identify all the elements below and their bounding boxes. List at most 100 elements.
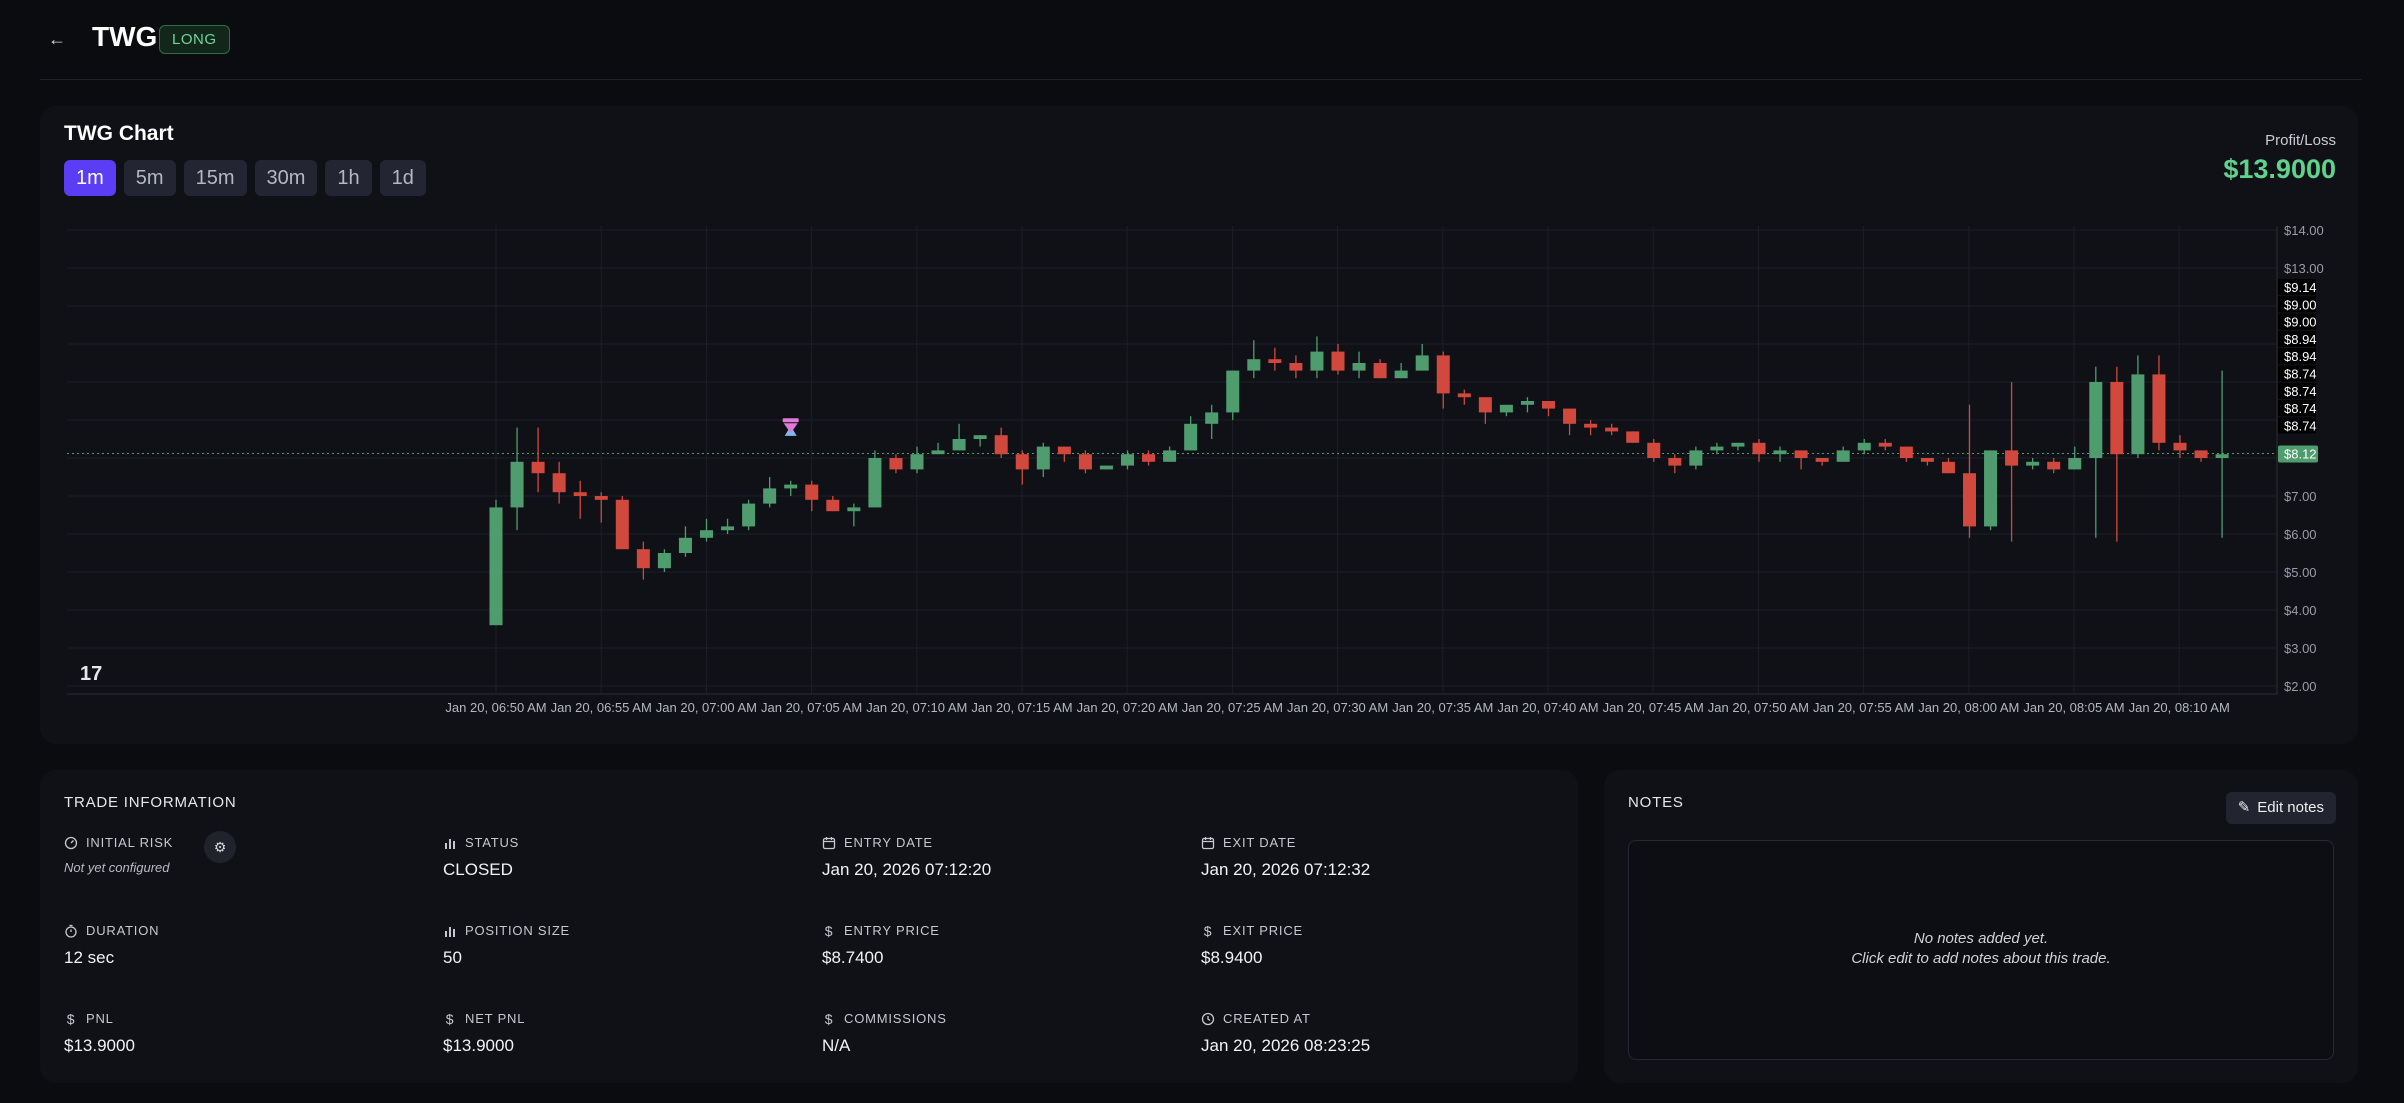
entry-price-field: $ ENTRY PRICE $8.7400 [822,923,1182,968]
x-tick-label: Jan 20, 07:20 AM [1077,700,1178,715]
dollar-icon: $ [66,1010,76,1027]
x-tick-label: Jan 20, 07:15 AM [971,700,1072,715]
candle-body [868,458,882,508]
candle-body [1247,359,1261,371]
candle-body [700,530,713,538]
candle-body [1668,458,1682,466]
top-bar [40,0,2362,80]
dollar-icon: $ [824,922,834,939]
notes-title: NOTES [1628,794,1684,811]
candle-body [1899,446,1913,458]
candle-body [2068,458,2082,470]
timer-icon [65,924,77,938]
direction-badge: LONG [159,25,230,54]
candle-body [910,454,924,470]
candle-body [889,458,903,470]
price-tag-label: $9.00 [2284,297,2317,312]
y-tick-label: $6.00 [2284,527,2317,542]
candle-body [1878,442,1892,447]
y-tick-label: $7.00 [2284,489,2317,504]
candlestick-chart[interactable]: $14.00 $13.00 $7.00 $6.00 $5.00 $4.00 $3.00 $2.… [40,106,2358,744]
x-tick-label: Jan 20, 07:25 AM [1182,700,1283,715]
timeframe-1d-button[interactable]: 1d [379,160,426,196]
exit-price-label: EXIT PRICE [1223,923,1304,938]
x-tick-label: Jan 20, 07:35 AM [1392,700,1493,715]
exit-price-field: $ EXIT PRICE $8.9400 [1201,923,1561,968]
candle-body [1647,442,1661,458]
candle-body [594,496,608,500]
candle-body [1731,442,1745,447]
position-size-label: POSITION SIZE [465,923,571,938]
candle-body [1689,450,1703,466]
candle-body [657,553,671,569]
entry-date-label: ENTRY DATE [844,835,933,850]
candle-body [1794,450,1808,458]
candle-body [1331,351,1345,371]
candle-body [1542,401,1555,409]
timeframe-30m-button[interactable]: 30m [254,160,318,196]
y-tick-label: $5.00 [2284,565,2317,580]
candle-body [1584,423,1598,428]
candle-body [1142,454,1156,462]
created-at-label: CREATED AT [1223,1011,1311,1026]
notes-empty-line-2: Click edit to add notes about this trade… [1851,950,2111,967]
net-pnl-field: $ NET PNL $13.9000 [443,1011,803,1056]
candle-body [1310,351,1324,371]
edit-notes-button[interactable]: ✎ Edit notes [2225,792,2336,824]
candle-body [1563,408,1577,424]
candle-body [2089,382,2103,458]
exit-marker-cap [782,418,799,423]
candle-body [973,435,987,439]
candle-body [1373,363,1387,379]
y-tick-label: $4.00 [2284,603,2317,618]
price-tag-bg [2278,313,2316,330]
net-pnl-label: NET PNL [465,1011,526,1026]
candle-body [805,484,819,500]
candle-body [489,507,503,626]
candle-body [573,492,587,496]
candle-body [931,450,945,455]
notes-empty-state: No notes added yet. Click edit to add no… [1629,929,2333,969]
timeframe-1h-button[interactable]: 1h [325,160,372,196]
candle-body [1184,423,1198,451]
x-tick-label: Jan 20, 07:05 AM [761,700,862,715]
price-tag-label: $9.14 [2284,280,2317,295]
x-tick-label: Jan 20, 07:00 AM [656,700,757,715]
clock-icon [1201,1012,1215,1025]
candle-body [1163,450,1177,462]
tradingview-logo-icon: 17 [80,663,102,685]
created-at-field: CREATED AT Jan 20, 2026 08:23:25 [1201,1011,1561,1056]
dollar-icon: $ [1203,922,1213,939]
timeframe-15m-button[interactable]: 15m [183,160,247,196]
pnl-field: $ PNL $13.9000 [64,1011,424,1056]
y-tick-label: $3.00 [2284,641,2317,656]
price-tag-bg [2278,382,2316,399]
x-tick-label: Jan 20, 08:00 AM [1918,700,2019,715]
candle-body [2026,461,2040,466]
price-tag-bg [2278,417,2316,434]
candle-body [1394,370,1408,379]
candle-body [1984,450,1998,527]
gauge-icon [64,836,78,849]
y-tick-label: $2.00 [2284,679,2317,694]
ticker-symbol: TWG [92,21,158,52]
candle-body [531,461,545,474]
candle-body [2194,450,2208,458]
current-price-tag-bg [2278,445,2318,463]
duration-value: 12 sec [64,948,115,967]
candle-body [1710,446,1724,451]
price-tag-bg [2278,348,2316,365]
trade-information-card: TRADE INFORMATION INITIAL RISK Not yet c… [40,770,1578,1083]
price-tag-bg [2278,365,2316,382]
exit-marker-icon [783,423,798,434]
back-arrow-icon[interactable]: ← [48,29,66,49]
calendar-icon [822,836,836,849]
y-tick-label: $13.00 [2284,261,2324,276]
price-tag-bg [2278,400,2316,417]
timeframe-1m-button[interactable]: 1m [64,160,116,196]
configure-risk-gear-icon[interactable]: ⚙ [204,831,236,863]
timeframe-5m-button[interactable]: 5m [123,160,176,196]
price-tag-label: $8.74 [2284,367,2317,382]
x-tick-label: Jan 20, 06:50 AM [445,700,546,715]
candle-body [1752,442,1766,455]
